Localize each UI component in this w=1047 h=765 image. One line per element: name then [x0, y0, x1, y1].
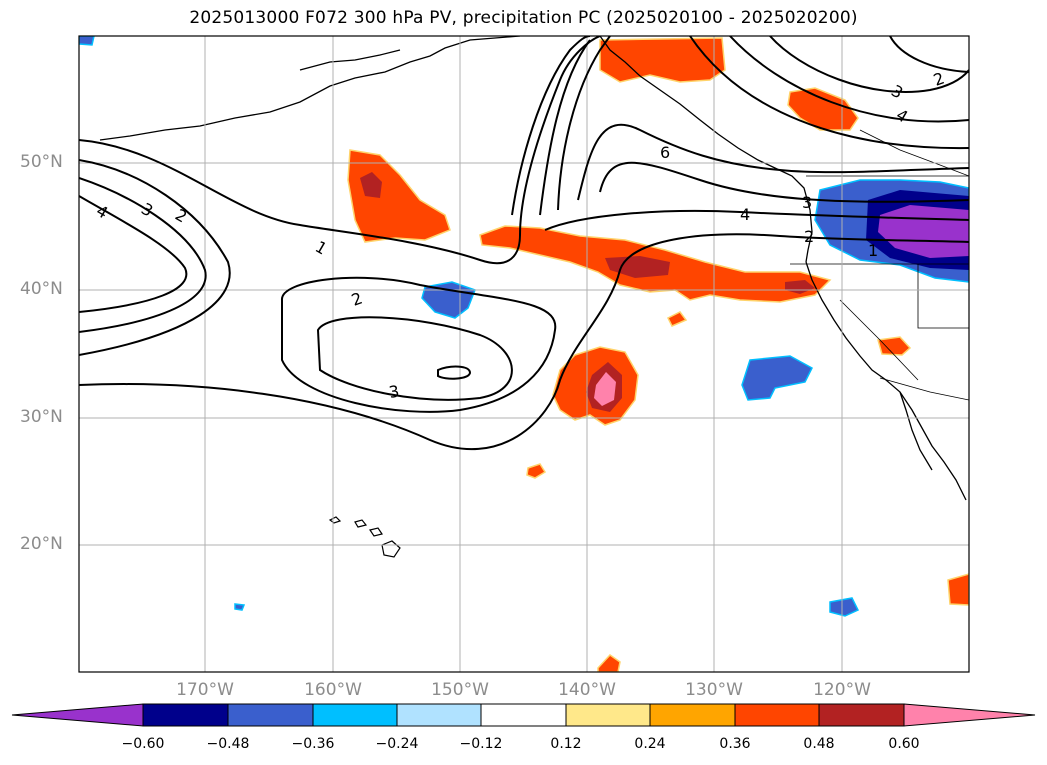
pv-contour-ne-inner — [889, 36, 969, 73]
lat-label-30n: 30°N — [20, 407, 63, 427]
colorbar-swatch — [396, 703, 482, 727]
contour-label: 3 — [387, 381, 400, 401]
contour-label: 6 — [660, 143, 670, 162]
pv-contour-loop-2 — [280, 276, 557, 413]
pv-contour-ridge-4b — [544, 209, 969, 231]
precip-neg-corner — [79, 36, 95, 46]
precip-blob-small-3 — [947, 573, 969, 606]
lat-label-50n: 50°N — [20, 152, 63, 172]
colorbar-swatch — [142, 703, 229, 727]
precip-blob-small-1 — [526, 463, 547, 479]
colorbar-tick-label: −0.12 — [459, 736, 503, 752]
precip-blob-baja — [877, 336, 912, 356]
pv-contour-ne-4 — [689, 36, 969, 150]
pv-contour-west-1 — [79, 36, 601, 265]
colorbar-tick-label: 0.24 — [634, 736, 666, 752]
precip-band-core — [605, 256, 670, 278]
pv-contour-lower-1 — [79, 233, 969, 451]
precip-blob-bc-coast — [599, 37, 726, 83]
pv-contour-ne-2 — [769, 36, 969, 93]
gridlines — [79, 36, 969, 672]
contour-label: 1 — [868, 241, 878, 260]
coastline-bc — [599, 36, 813, 263]
contour-label: 4 — [740, 205, 750, 224]
contour-label: 2 — [804, 227, 814, 246]
pv-contour-ridge-5 — [599, 161, 969, 203]
colorbar-tick-label: 0.36 — [719, 736, 751, 752]
lon-label-160w: 160°W — [304, 680, 362, 700]
pv-contours — [79, 36, 969, 451]
lon-label-130w: 130°W — [685, 680, 743, 700]
colorbar-swatch — [734, 703, 820, 727]
border-state-3 — [839, 299, 919, 381]
pv-contour-ridge-4 — [557, 36, 611, 211]
map-plot-area: 4 3 2 1 2 3 6 4 3 2 3 4 2 1 — [79, 36, 969, 672]
coastline-aleutians — [299, 49, 401, 71]
pv-contour-west-2 — [79, 159, 231, 356]
pv-contour-ridge-2 — [511, 36, 591, 216]
precip-positive-anomalies — [347, 37, 969, 672]
colorbar-swatch — [480, 703, 567, 727]
border-state-2 — [917, 264, 969, 329]
precip-blob-alberta — [787, 87, 859, 131]
colorbar-swatch — [649, 703, 736, 727]
colorbar-extend-low — [11, 703, 144, 727]
colorbar-tick-label: −0.24 — [375, 736, 419, 752]
border-us-mexico — [879, 377, 969, 401]
map-title: 2025013000 F072 300 hPa PV, precipitatio… — [189, 8, 858, 28]
lon-label-170w: 170°W — [176, 680, 234, 700]
colorbar-tick-label: 0.48 — [803, 736, 835, 752]
lon-label-120w: 120°W — [813, 680, 871, 700]
colorbar — [11, 703, 1036, 727]
colorbar-tick-label: −0.36 — [291, 736, 335, 752]
colorbar-swatch — [818, 703, 905, 727]
island-maui — [369, 527, 383, 537]
political-borders — [790, 129, 969, 401]
precip-blob-gulf-alaska — [347, 149, 451, 243]
island-oahu — [354, 519, 368, 528]
island-big — [381, 540, 401, 558]
lat-label-40n: 40°N — [20, 279, 63, 299]
border-canada-1 — [859, 129, 969, 177]
lon-label-150w: 150°W — [431, 680, 489, 700]
coastline-baja — [899, 391, 933, 471]
pv-contour-ne-3 — [729, 36, 969, 123]
colorbar-tick-label: −0.60 — [121, 736, 165, 752]
lat-label-20n: 20°N — [20, 534, 63, 554]
precip-neg-southwest — [234, 603, 246, 611]
pv-contour-west-3 — [79, 177, 207, 333]
colorbar-tick-label: 0.60 — [888, 736, 920, 752]
precip-blob-subtropical-peak — [594, 372, 616, 406]
colorbar-tick-label: 0.12 — [550, 736, 582, 752]
colorbar-tick-label: −0.48 — [206, 736, 250, 752]
colorbar-swatch — [312, 703, 398, 727]
precip-blob-small-4 — [666, 311, 688, 327]
colorbar-swatch — [227, 703, 314, 727]
pv-contour-loop-3 — [316, 316, 513, 401]
colorbar-extend-high — [903, 703, 1036, 727]
pv-contour-loop-4 — [437, 365, 472, 380]
precip-blob-gulf-alaska-core — [360, 172, 382, 198]
precip-neg-east — [741, 355, 813, 401]
pv-contour-ridge-3 — [539, 39, 591, 216]
pv-contour-ridge-6 — [577, 123, 969, 201]
pv-contour-west-4 — [79, 195, 188, 313]
map-frame — [78, 35, 970, 673]
contour-label: 3 — [802, 193, 812, 212]
coastline-alaska — [99, 36, 521, 141]
precip-blob-small-2 — [597, 654, 621, 672]
lon-label-140w: 140°W — [558, 680, 616, 700]
colorbar-swatch — [565, 703, 651, 727]
precip-neg-south — [829, 597, 860, 617]
